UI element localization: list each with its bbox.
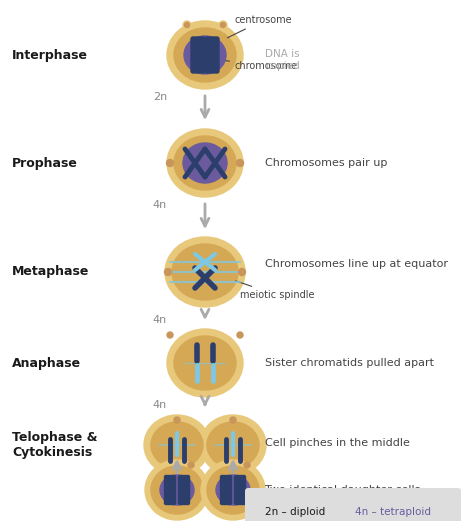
Text: DNA is
copied: DNA is copied [265,49,300,71]
Text: 4n: 4n [153,400,167,410]
Circle shape [188,462,194,468]
Circle shape [183,21,191,29]
Ellipse shape [216,475,250,505]
Text: meiotic spindle: meiotic spindle [236,281,315,300]
Circle shape [174,417,180,423]
Ellipse shape [167,129,243,197]
FancyBboxPatch shape [245,488,461,521]
Ellipse shape [160,475,194,505]
FancyBboxPatch shape [205,37,219,73]
Ellipse shape [167,329,243,397]
Text: 4n – tetraploid: 4n – tetraploid [355,507,431,517]
Ellipse shape [184,36,226,74]
Text: Anaphase: Anaphase [12,356,81,369]
Ellipse shape [207,466,259,514]
Ellipse shape [201,460,265,520]
Ellipse shape [183,143,227,183]
Circle shape [237,159,244,167]
Circle shape [167,332,173,338]
Ellipse shape [207,422,259,468]
Circle shape [237,332,243,338]
Circle shape [164,268,172,276]
Ellipse shape [174,28,236,82]
Ellipse shape [172,244,238,300]
Circle shape [220,22,226,28]
Circle shape [244,462,250,468]
Ellipse shape [145,460,209,520]
Text: Telophase &
Cytokinesis: Telophase & Cytokinesis [12,431,98,459]
FancyBboxPatch shape [191,37,205,73]
FancyBboxPatch shape [179,476,190,504]
FancyBboxPatch shape [235,476,246,504]
Text: Two identical daughter cells: Two identical daughter cells [265,485,420,495]
Ellipse shape [151,422,203,468]
Text: Metaphase: Metaphase [12,266,90,279]
Text: 4n: 4n [153,200,167,210]
FancyBboxPatch shape [164,476,175,504]
Ellipse shape [165,237,245,307]
Ellipse shape [174,336,236,390]
Circle shape [230,417,236,423]
Ellipse shape [151,466,203,514]
Text: Sister chromatids pulled apart: Sister chromatids pulled apart [265,358,434,368]
Text: Interphase: Interphase [12,48,88,61]
Text: centrosome: centrosome [228,15,292,38]
Text: 2n – diploid: 2n – diploid [265,507,325,517]
Circle shape [184,22,190,28]
FancyBboxPatch shape [220,476,231,504]
Text: Prophase: Prophase [12,156,78,169]
Ellipse shape [174,136,236,190]
Circle shape [238,268,246,276]
Circle shape [166,159,173,167]
Text: 2n: 2n [153,92,167,102]
Text: Cell pinches in the middle: Cell pinches in the middle [265,438,410,448]
Ellipse shape [144,415,210,475]
Text: Chromosomes pair up: Chromosomes pair up [265,158,387,168]
Ellipse shape [167,21,243,89]
Text: 4n: 4n [153,315,167,325]
Ellipse shape [200,415,266,475]
Text: chromosome: chromosome [216,59,298,71]
Circle shape [219,21,227,29]
Text: Chromosomes line up at equator: Chromosomes line up at equator [265,259,448,269]
